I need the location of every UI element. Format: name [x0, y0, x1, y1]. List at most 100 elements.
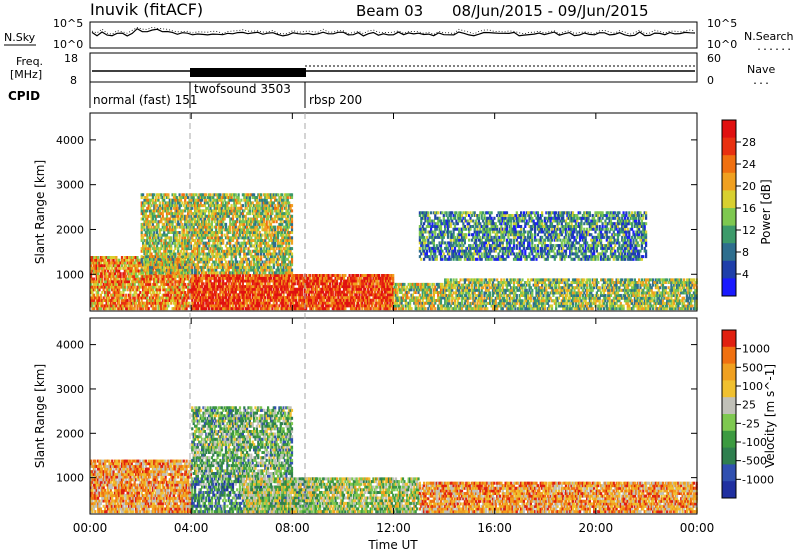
- heatmap-cell: [445, 301, 448, 305]
- heatmap-cell: [98, 299, 101, 302]
- heatmap-cell: [632, 283, 635, 287]
- heatmap-cell: [130, 264, 133, 268]
- heatmap-cell: [299, 287, 302, 291]
- heatmap-cell: [111, 272, 114, 276]
- heatmap-cell: [682, 286, 686, 290]
- heatmap-cell: [184, 277, 187, 281]
- heatmap-cell: [387, 282, 391, 286]
- heatmap-cell: [358, 279, 361, 283]
- heatmap-cell: [136, 277, 139, 281]
- heatmap-cell: [664, 286, 667, 290]
- heatmap-cell: [233, 296, 236, 300]
- heatmap-cell: [643, 307, 646, 311]
- heatmap-cell: [309, 276, 312, 280]
- heatmap-cell: [387, 307, 391, 311]
- heatmap-cell: [569, 304, 572, 308]
- heatmap-cell: [129, 282, 132, 286]
- heatmap-cell: [390, 287, 393, 291]
- heatmap-cell: [609, 288, 613, 292]
- heatmap-cell: [626, 304, 629, 308]
- heatmap-cell: [347, 279, 350, 283]
- heatmap-cell: [299, 279, 302, 283]
- heatmap-cell: [688, 283, 691, 287]
- heatmap-cell: [334, 282, 337, 286]
- heatmap-cell: [588, 288, 591, 292]
- heatmap-cell: [112, 280, 115, 284]
- heatmap-cell: [373, 296, 376, 300]
- heatmap-cell: [534, 286, 537, 290]
- heatmap-cell: [283, 287, 287, 291]
- heatmap-cell: [439, 296, 443, 300]
- heatmap-cell: [122, 280, 125, 284]
- heatmap-cell: [618, 296, 621, 300]
- heatmap-cell: [314, 301, 317, 305]
- heatmap-cell: [209, 279, 212, 283]
- heatmap-cell: [608, 286, 611, 290]
- heatmap-cell: [312, 298, 315, 302]
- heatmap-cell: [300, 274, 303, 277]
- heatmap-cell: [323, 279, 326, 283]
- heatmap-cell: [609, 281, 613, 284]
- heatmap-cell: [638, 294, 641, 297]
- heatmap-cell: [483, 294, 486, 297]
- heatmap-cell: [510, 288, 513, 292]
- heatmap-cell: [226, 304, 229, 308]
- heatmap-cell: [278, 293, 281, 297]
- heatmap-cell: [109, 269, 112, 273]
- heatmap-cell: [229, 285, 232, 289]
- heatmap-cell: [616, 291, 620, 295]
- heatmap-cell: [133, 272, 136, 276]
- heatmap-cell: [472, 296, 475, 300]
- heatmap-cell: [307, 293, 310, 297]
- heatmap-cell: [379, 279, 382, 283]
- heatmap-cell: [150, 231, 153, 234]
- heatmap-cell: [132, 261, 135, 265]
- heatmap-cell: [380, 274, 384, 277]
- heatmap-cell: [90, 266, 93, 270]
- heatmap-cell: [497, 304, 500, 308]
- heatmap-cell: [619, 283, 622, 287]
- heatmap-cell: [220, 298, 223, 302]
- heatmap-cell: [158, 214, 161, 218]
- heatmap-cell: [552, 291, 555, 295]
- heatmap-cell: [167, 288, 170, 292]
- heatmap-cell: [171, 296, 174, 300]
- heatmap-cell: [612, 291, 615, 295]
- heatmap-cell: [295, 274, 298, 277]
- heatmap-cell: [90, 288, 93, 292]
- heatmap-cell: [172, 274, 176, 278]
- heatmap-cell: [135, 258, 138, 262]
- heatmap-cell: [491, 278, 495, 282]
- heatmap-cell: [205, 282, 208, 286]
- heatmap-cell: [132, 288, 135, 292]
- heatmap-cell: [130, 285, 133, 289]
- heatmap-cell: [660, 296, 663, 300]
- heatmap-cell: [189, 291, 192, 294]
- heatmap-cell: [144, 255, 147, 259]
- heatmap-cell: [379, 290, 382, 294]
- heatmap-cell: [276, 279, 280, 283]
- heatmap-cell: [276, 290, 280, 294]
- heatmap-cell: [150, 244, 153, 248]
- heatmap-cell: [616, 286, 620, 290]
- heatmap-cell: [503, 299, 506, 303]
- heatmap-cell: [361, 293, 364, 297]
- heatmap-cell: [623, 294, 627, 297]
- heatmap-cell: [144, 214, 147, 218]
- heatmap-cell: [209, 276, 212, 280]
- heatmap-cell: [165, 274, 169, 278]
- heatmap-cell: [358, 304, 361, 308]
- heatmap-cell: [505, 307, 509, 311]
- heatmap-cell: [102, 264, 105, 268]
- heatmap-cell: [441, 291, 444, 294]
- heatmap-cell: [157, 307, 160, 311]
- heatmap-cell: [281, 276, 284, 280]
- heatmap-cell: [161, 274, 164, 278]
- heatmap-cell: [386, 279, 389, 283]
- heatmap-cell: [251, 290, 254, 294]
- heatmap-cell: [494, 296, 497, 300]
- heatmap-cell: [538, 286, 541, 290]
- heatmap-cell: [147, 204, 150, 208]
- heatmap-cell: [368, 282, 371, 286]
- heatmap-cell: [508, 307, 511, 311]
